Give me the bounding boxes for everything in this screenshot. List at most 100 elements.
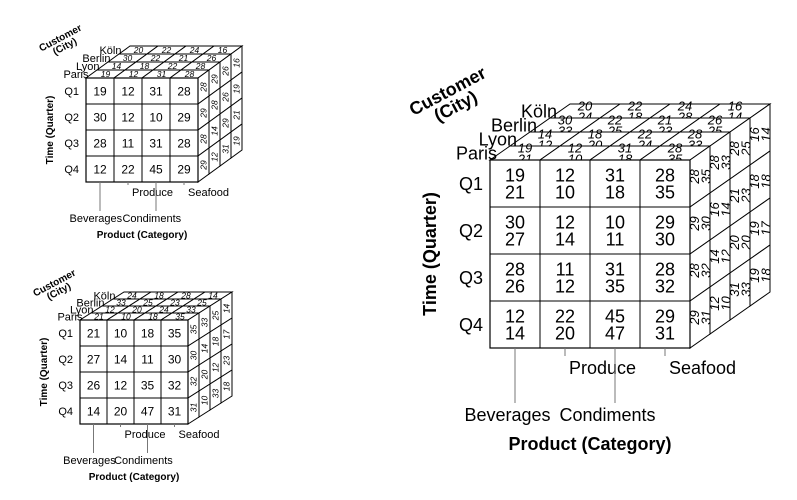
side-cell-label: 14 (221, 304, 231, 314)
top-cell-value: 20 (577, 99, 593, 114)
front-cell-value: 26 (87, 378, 101, 392)
front-cell-value: 12 (555, 276, 575, 296)
top-cell-value: 21 (93, 311, 104, 321)
side-cell-value: 29 (220, 118, 230, 129)
top-cell-value: 24 (158, 304, 169, 314)
side-cell-value: 18 (758, 174, 773, 189)
front-cell-value: 31 (149, 84, 163, 98)
front-cell-value: 11 (141, 352, 154, 366)
top-cell-value: 18 (588, 127, 603, 142)
side-cell-value: 14 (707, 249, 722, 263)
front-cell-value: 31 (605, 260, 625, 280)
top-cell-value: 30 (123, 53, 133, 63)
category-label: Seafood (179, 429, 220, 441)
front-cell-value: 28 (655, 166, 675, 186)
front-cell-value: 32 (655, 276, 675, 296)
side-cell-value: 26 (220, 92, 230, 103)
side-cell (220, 369, 233, 404)
front-cell-value: 12 (505, 307, 525, 327)
top-cell-value: 21 (657, 113, 672, 128)
front-cell-value: 28 (177, 84, 191, 98)
top-cell-value: 20 (131, 304, 142, 314)
quarter-label: Q4 (64, 164, 79, 176)
top-cell-value: 16 (218, 45, 228, 55)
front-cell-value: 31 (655, 323, 675, 343)
city-label: Paris (57, 311, 83, 323)
side-cell-value: 30 (188, 351, 198, 361)
category-label: Seafood (188, 187, 229, 199)
city-label: Lyon (479, 129, 517, 149)
quarter-label: Q4 (58, 406, 73, 418)
side-cell-label: 26 (220, 92, 230, 103)
category-label: Condiments (114, 455, 173, 467)
top-cell-value: 33 (186, 304, 196, 314)
side-cell-label: 14 (199, 344, 209, 354)
top-cell-value: 19 (101, 69, 111, 79)
side-cell-label: 28 (209, 100, 219, 111)
city-label: Köln (521, 101, 557, 121)
top-cell-value: 35 (175, 311, 185, 321)
front-cell-value: 14 (505, 323, 525, 343)
side-cell-value: 19 (231, 136, 241, 146)
top-cell-value: 28 (667, 141, 683, 156)
side-cell-value: 28 (198, 82, 208, 93)
side-cell-value: 29 (209, 74, 219, 85)
front-cell-value: 29 (177, 162, 191, 176)
front-cell-value: 35 (655, 182, 675, 202)
side-cell-value: 14 (199, 344, 209, 354)
side-cell-value: 25 (210, 311, 220, 322)
city-axis-title: Customer(City) (406, 63, 490, 126)
front-cell-value: 10 (114, 326, 128, 340)
category-label: Produce (125, 429, 166, 441)
side-cell-label: 18 (221, 382, 231, 392)
side-cell-label: 14 (209, 126, 219, 136)
top-cell-value: 14 (112, 61, 122, 71)
front-cell-value: 22 (121, 162, 135, 176)
front-cell-value: 35 (605, 276, 625, 296)
front-cell-value: 14 (114, 352, 128, 366)
side-cell-label: 29 (220, 118, 230, 129)
side-cell-label: 33 (210, 389, 220, 399)
side-cell-value: 28 (687, 263, 702, 279)
top-cell-value: 14 (208, 290, 218, 300)
side-cell-value: 10 (199, 396, 209, 406)
side-cell-value: 14 (758, 127, 773, 141)
top-cell-value: 23 (169, 297, 180, 307)
side-cell-label: 28 (198, 134, 208, 145)
front-cell-value: 20 (114, 404, 128, 418)
top-cell-value: 31 (157, 69, 167, 79)
front-cell-value: 35 (168, 326, 182, 340)
quarter-label: Q2 (459, 221, 483, 241)
side-cell-label: 26 (220, 66, 230, 77)
top-cell-value: 22 (161, 45, 172, 55)
side-cell-value: 16 (747, 127, 762, 142)
side-cell-value: 31 (727, 282, 742, 296)
time-axis-title-text: Time (Quarter) (39, 338, 50, 407)
top-cell-value: 18 (148, 311, 158, 321)
quarter-label: Q3 (64, 138, 79, 150)
side-cell-value: 32 (188, 377, 198, 387)
side-cell-value: 33 (210, 389, 220, 399)
side-cell-value: 16 (231, 58, 241, 68)
product-axis-title: Product (Category) (89, 472, 180, 483)
front-cell-value: 22 (555, 307, 575, 327)
front-cell-value: 31 (149, 136, 163, 150)
top-cell-value: 28 (195, 61, 206, 71)
top-cell-value: 18 (140, 61, 150, 71)
front-cell-value: 27 (87, 352, 101, 366)
front-cell-value: 31 (168, 404, 182, 418)
side-cell-value: 20 (727, 235, 742, 251)
side-cell-label: 19 (231, 84, 241, 94)
front-cell-value: 12 (93, 162, 107, 176)
front-cell-value: 11 (606, 229, 625, 249)
top-cell-value: 20 (133, 45, 144, 55)
city-label: Köln (99, 45, 121, 57)
top-cell-value: 28 (184, 69, 195, 79)
side-cell-label: 17 (221, 330, 231, 340)
